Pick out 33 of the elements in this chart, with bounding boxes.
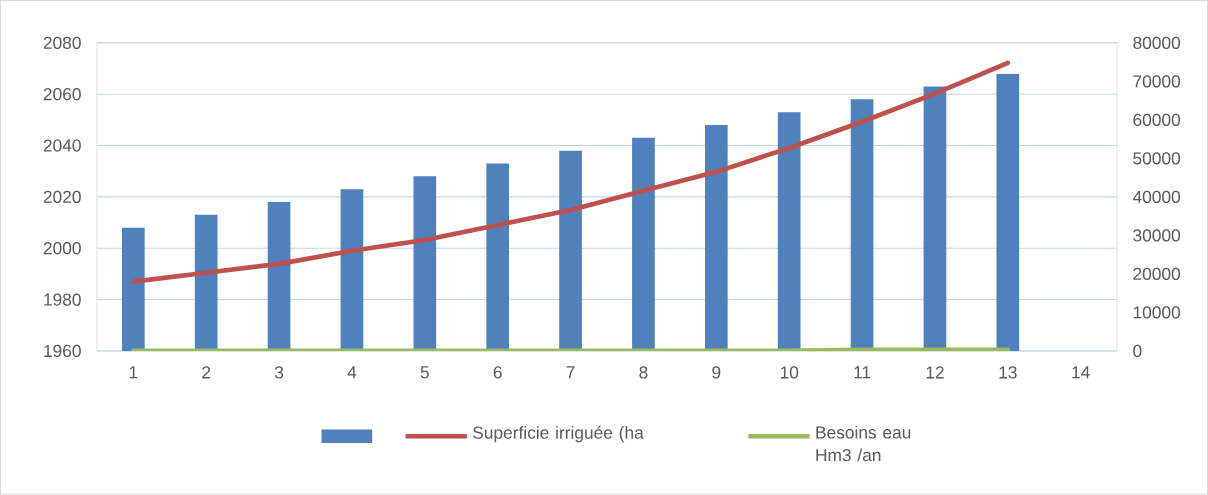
y2-tick-label: 0	[1133, 344, 1142, 358]
x-tick-label: 3	[274, 366, 284, 379]
x-tick-label: 8	[639, 366, 648, 379]
y2-tick-label: 10000	[1133, 306, 1181, 319]
y2-tick-label: 20000	[1133, 267, 1181, 281]
x-tick-label: 2	[202, 366, 211, 379]
x-tick-label: 6	[493, 366, 502, 379]
x-tick-label: 13	[999, 366, 1017, 379]
x-tick-label: 4	[347, 366, 357, 379]
x-tick-label: 1	[129, 366, 138, 379]
y-tick-label: 1960	[44, 344, 81, 358]
y2-tick-label: 40000	[1132, 190, 1181, 204]
x-tick-label: 5	[420, 366, 429, 379]
y2-tick-label: 70000	[1133, 75, 1181, 88]
x-tick-label: 11	[854, 366, 871, 379]
y2-tick-label: 60000	[1133, 113, 1181, 127]
line-series	[130, 60, 1011, 285]
y-tick-label: 1980	[44, 293, 81, 306]
y2-tick-label: 30000	[1133, 229, 1181, 242]
x-tick-label: 14	[1072, 366, 1090, 379]
legend-label: Superficie irriguée (ha	[473, 425, 644, 443]
y2-tick-label: 50000	[1133, 152, 1181, 165]
x-tick-label: 10	[780, 366, 799, 379]
x-tick-label: 12	[926, 366, 944, 379]
y-tick-label: 2080	[43, 36, 81, 50]
y-tick-label: 2060	[43, 88, 81, 101]
x-tick-label: 7	[566, 366, 575, 379]
legend-label: Besoins eau Hm3 /an	[816, 425, 911, 462]
y-tick-label: 2040	[43, 139, 81, 152]
y-tick-label: 2000	[43, 242, 81, 255]
x-tick-label: 9	[712, 366, 721, 379]
y2-tick-label: 80000	[1133, 36, 1181, 50]
y-tick-label: 2020	[43, 190, 81, 204]
